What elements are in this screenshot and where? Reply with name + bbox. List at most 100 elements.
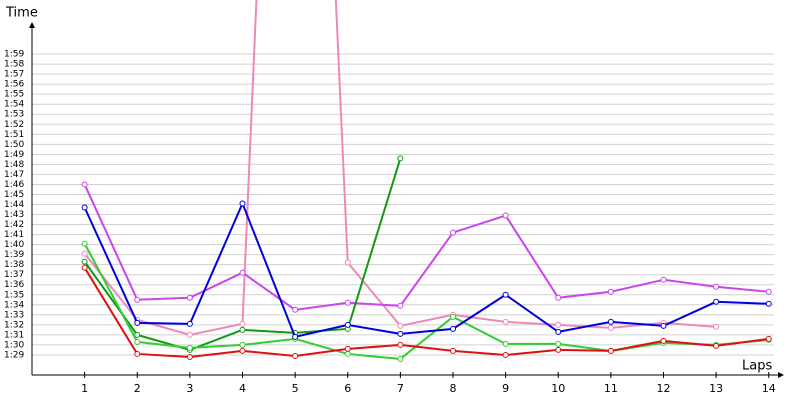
series-line [83,200,769,339]
point [186,294,193,301]
point [134,319,141,326]
y-tick-label: 1:29 [4,350,24,360]
y-tick-label: 1:47 [4,170,24,180]
x-tick-label: 3 [186,382,193,395]
point [397,302,404,309]
y-tick-label: 1:42 [4,220,24,230]
point [502,351,509,358]
y-tick-label: 1:37 [4,270,24,280]
point [607,318,614,325]
point [555,294,562,301]
y-tick-label: 1:35 [4,290,24,300]
point [292,352,299,359]
point [449,325,456,332]
point [765,300,772,307]
x-axis-arrow [778,372,784,378]
y-axis-label: Time [5,6,38,21]
y-tick-label: 1:43 [4,210,24,220]
point [555,346,562,353]
point [81,204,88,211]
point [344,321,351,328]
point [186,353,193,360]
point [81,240,88,247]
point [344,259,351,266]
point [765,288,772,295]
point [502,318,509,325]
x-tick-label: 10 [551,382,565,395]
y-tick-label: 1:49 [4,150,24,160]
point [660,322,667,329]
point [449,229,456,236]
point [607,347,614,354]
y-tick-label: 1:34 [4,300,24,310]
point [397,341,404,348]
y-tick-label: 1:46 [4,180,24,190]
y-tick-label: 1:56 [4,80,24,90]
point [81,250,88,257]
y-tick-label: 1:30 [4,340,24,350]
point [555,321,562,328]
point [397,322,404,329]
y-tick-label: 1:51 [4,130,24,140]
point [134,331,141,338]
grid [32,53,774,356]
x-tick-label: 6 [344,382,351,395]
series-line [83,267,769,358]
x-tick-label: 4 [239,382,246,395]
point [81,181,88,188]
point [134,296,141,303]
point [713,283,720,290]
point [239,347,246,354]
x-tick-label: 11 [604,382,618,395]
point [81,264,88,271]
point [134,338,141,345]
point [344,299,351,306]
y-tick-label: 1:36 [4,280,24,290]
x-tick-label: 12 [656,382,670,395]
point [186,331,193,338]
y-tick-label: 1:48 [4,160,24,170]
point [555,340,562,347]
point [397,155,404,162]
point [239,341,246,348]
y-tick-label: 1:45 [4,190,24,200]
point [186,320,193,327]
y-tick-label: 1:52 [4,120,24,130]
x-tick-label: 9 [502,382,509,395]
point [607,324,614,331]
point [292,306,299,313]
point [765,335,772,342]
y-tick-label: 1:31 [4,330,24,340]
point [713,323,720,330]
x-tick-label: 8 [449,382,456,395]
point [397,355,404,362]
point [239,200,246,207]
point [239,320,246,327]
x-tick-label: 13 [709,382,723,395]
y-tick-label: 1:41 [4,230,24,240]
y-tick-label: 1:58 [4,60,24,70]
point [502,291,509,298]
y-tick-label: 1:33 [4,310,24,320]
y-tick-label: 1:32 [4,320,24,330]
point [713,298,720,305]
x-tick-label: 2 [134,382,141,395]
y-axis-arrow [29,22,35,28]
series-line [83,243,769,360]
point [449,313,456,320]
point [555,328,562,335]
point [502,212,509,219]
point [344,350,351,357]
x-tick-label: 1 [81,382,88,395]
y-tick-label: 1:44 [4,200,24,210]
x-tick-label: 14 [762,382,776,395]
y-tick-label: 1:39 [4,250,24,260]
point [713,342,720,349]
y-tick-label: 1:54 [4,100,24,110]
point [239,269,246,276]
x-tick-label: 5 [292,382,299,395]
point [81,258,88,265]
point [186,344,193,351]
point [344,345,351,352]
